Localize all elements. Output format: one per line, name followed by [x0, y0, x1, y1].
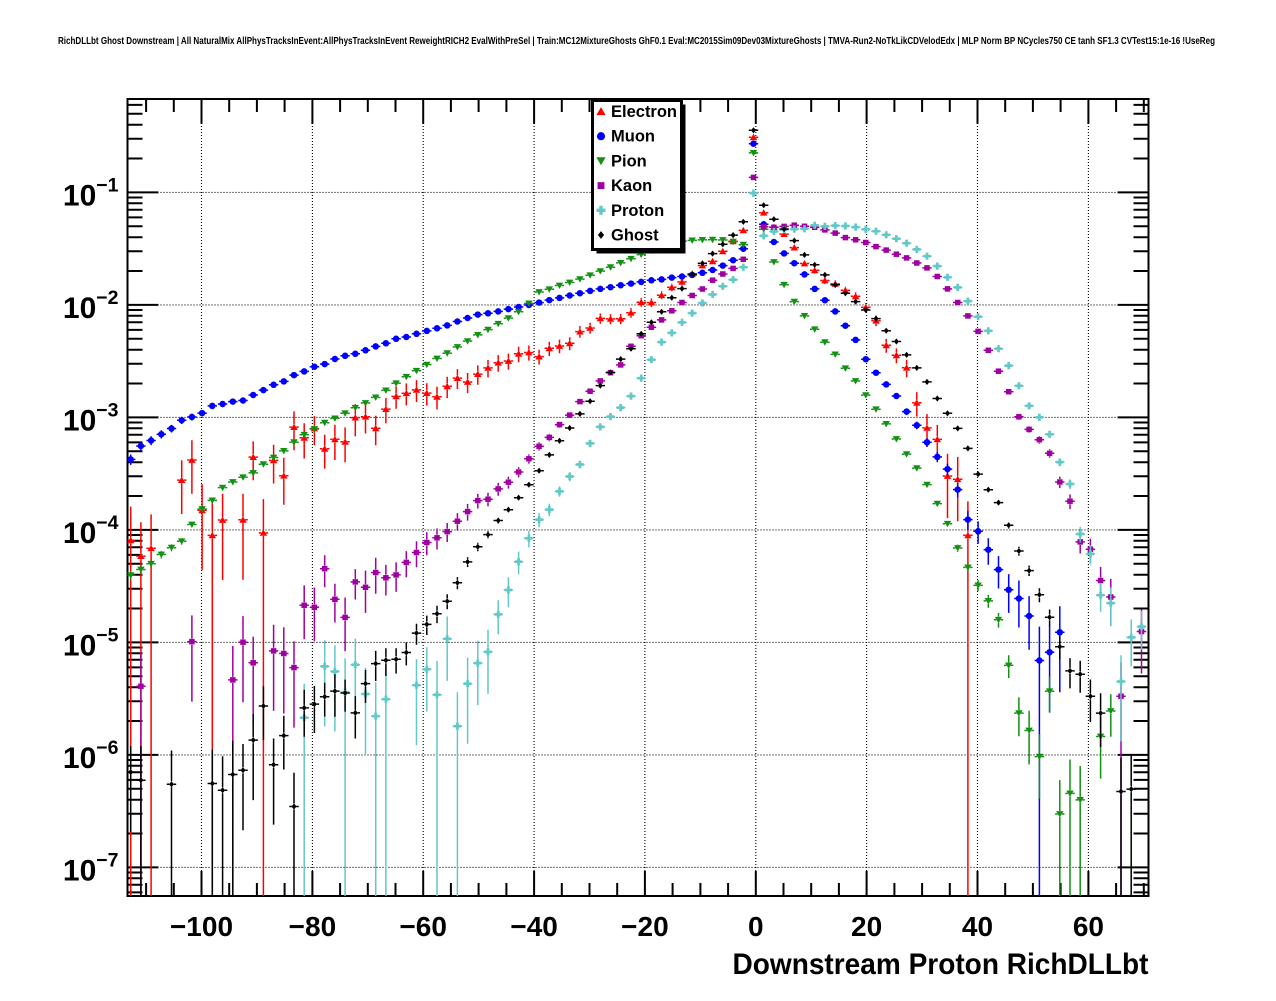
- svg-text:10−6: 10−6: [63, 737, 119, 775]
- svg-text:Proton: Proton: [611, 202, 664, 220]
- svg-text:Kaon: Kaon: [611, 177, 652, 195]
- svg-text:Electron: Electron: [611, 103, 677, 121]
- svg-text:10−5: 10−5: [63, 624, 119, 662]
- svg-text:−20: −20: [621, 911, 669, 942]
- svg-text:Downstream Proton RichDLLbt: Downstream Proton RichDLLbt: [733, 948, 1149, 981]
- svg-text:60: 60: [1073, 911, 1104, 942]
- svg-text:Muon: Muon: [611, 128, 655, 146]
- svg-text:Pion: Pion: [611, 152, 647, 170]
- svg-text:RichDLLbt Ghost Downstream | A: RichDLLbt Ghost Downstream | All Natural…: [58, 36, 1215, 47]
- svg-text:0: 0: [748, 911, 764, 942]
- svg-text:−60: −60: [399, 911, 447, 942]
- svg-text:−100: −100: [170, 911, 233, 942]
- svg-text:−40: −40: [510, 911, 558, 942]
- svg-text:−80: −80: [289, 911, 337, 942]
- svg-text:20: 20: [851, 911, 882, 942]
- svg-text:10−3: 10−3: [63, 399, 119, 437]
- svg-text:10−4: 10−4: [63, 512, 119, 550]
- svg-text:10−2: 10−2: [63, 287, 119, 325]
- svg-text:Ghost: Ghost: [611, 227, 659, 245]
- svg-text:10−7: 10−7: [63, 849, 119, 887]
- svg-text:10−1: 10−1: [63, 174, 119, 212]
- svg-text:40: 40: [962, 911, 993, 942]
